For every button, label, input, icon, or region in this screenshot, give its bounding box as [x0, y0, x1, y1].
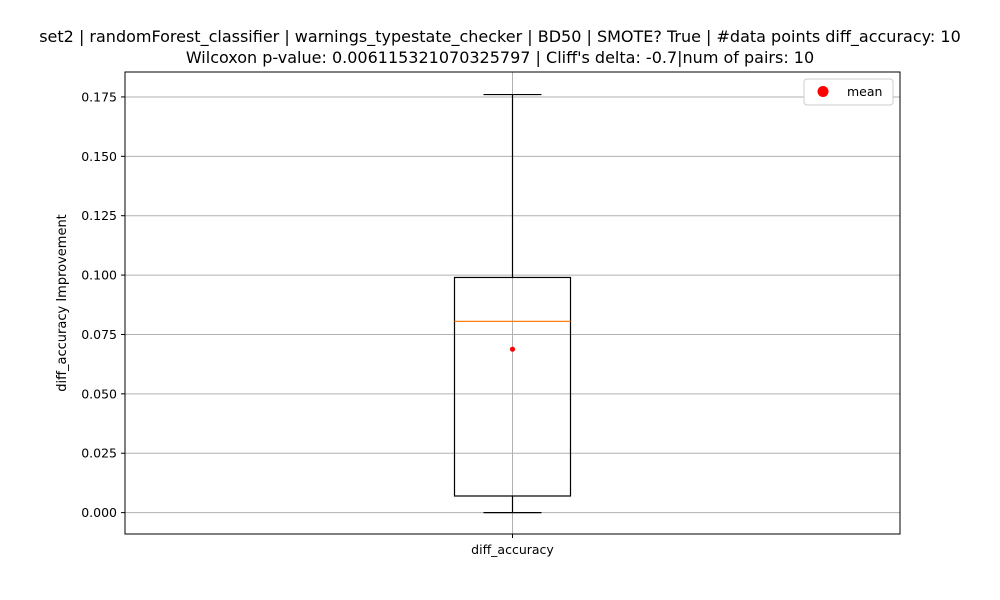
x-tick-label: diff_accuracy — [471, 542, 554, 557]
y-tick-label: 0.125 — [81, 208, 117, 223]
y-tick-label: 0.100 — [81, 268, 117, 283]
y-tick-label: 0.150 — [81, 149, 117, 164]
chart-title-line-2: Wilcoxon p-value: 0.006115321070325797 |… — [185, 48, 815, 67]
legend-label: mean — [847, 84, 882, 99]
y-tick-label: 0.050 — [81, 386, 117, 401]
y-tick-label: 0.000 — [81, 505, 117, 520]
y-tick-label: 0.075 — [81, 327, 117, 342]
mean-marker — [509, 346, 516, 352]
y-tick-label: 0.025 — [81, 446, 117, 461]
legend-mean-marker — [817, 86, 829, 97]
axis-ticks: 0.000 0.025 0.050 0.075 0.100 0.125 0.150 0.175… — [81, 89, 554, 557]
chart-title-line-1: set2 | randomForest_classifier | warning… — [39, 27, 961, 46]
box-layer — [453, 93, 572, 514]
legend-frame — [803, 78, 894, 106]
y-tick-label: 0.175 — [81, 89, 117, 104]
y-axis-label: diff_accuracy Improvement — [55, 214, 70, 392]
legend: mean — [803, 78, 894, 106]
interquartile-box — [453, 276, 572, 497]
